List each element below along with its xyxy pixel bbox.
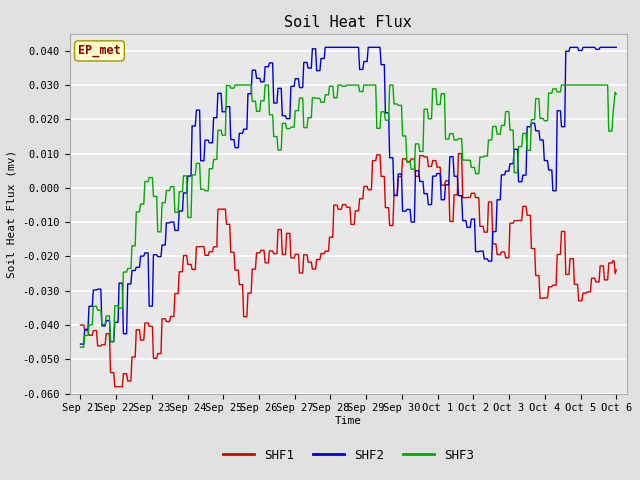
SHF1 xyxy=(367,187,375,192)
SHF1 xyxy=(612,267,620,273)
SHF1 xyxy=(335,206,343,212)
SHF3 xyxy=(600,82,608,88)
SHF1 xyxy=(77,322,84,328)
SHF1 xyxy=(602,277,609,283)
Line: SHF2: SHF2 xyxy=(81,48,616,344)
SHF3 xyxy=(231,82,239,88)
SHF1 xyxy=(332,202,340,208)
Text: EP_met: EP_met xyxy=(78,44,121,58)
Line: SHF3: SHF3 xyxy=(81,85,616,347)
SHF2 xyxy=(332,45,340,50)
SHF2 xyxy=(77,341,84,347)
SHF2 xyxy=(517,179,525,185)
SHF2 xyxy=(367,45,375,50)
SHF3 xyxy=(517,144,525,149)
SHF3 xyxy=(612,91,620,97)
SHF2 xyxy=(321,45,329,50)
SHF2 xyxy=(335,45,343,50)
SHF3 xyxy=(367,82,375,88)
SHF1 xyxy=(454,151,462,156)
SHF1 xyxy=(397,174,404,180)
SHF3 xyxy=(332,95,340,101)
Legend: SHF1, SHF2, SHF3: SHF1, SHF2, SHF3 xyxy=(218,444,479,467)
SHF2 xyxy=(397,171,404,177)
Y-axis label: Soil Heat Flux (mv): Soil Heat Flux (mv) xyxy=(7,149,17,278)
SHF2 xyxy=(600,45,608,50)
X-axis label: Time: Time xyxy=(335,416,362,426)
SHF1 xyxy=(518,217,525,223)
SHF3 xyxy=(397,103,404,108)
SHF3 xyxy=(335,82,343,88)
Title: Soil Heat Flux: Soil Heat Flux xyxy=(284,15,412,30)
Line: SHF1: SHF1 xyxy=(81,154,616,387)
SHF3 xyxy=(77,344,84,350)
SHF1 xyxy=(111,384,118,390)
SHF2 xyxy=(612,45,620,50)
